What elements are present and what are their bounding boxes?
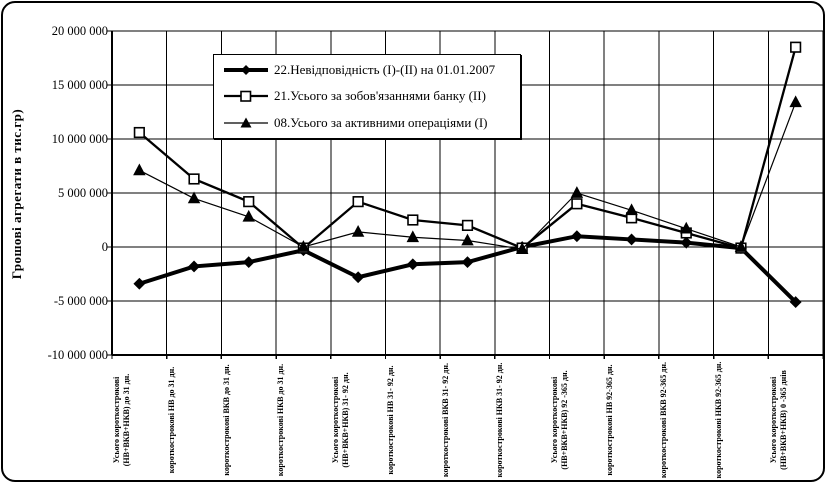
series-marker-08 — [789, 95, 802, 108]
series-marker-22 — [570, 230, 583, 243]
y-tick-label: -5 000 000 — [53, 294, 108, 308]
x-category-label: Усього короткострокові (НВ+ВКВ+НКВ) 31- … — [331, 372, 351, 468]
x-category-label: Усього короткострокові (НВ+ВКВ+НКВ) до 3… — [112, 373, 132, 467]
y-tick-label: 10 000 000 — [51, 132, 108, 146]
series-marker-08 — [570, 186, 584, 198]
x-category-label: короткострокові НВ 31- 92 дн. — [385, 365, 395, 475]
series-marker-22 — [188, 260, 200, 273]
series-line-22 — [138, 234, 798, 304]
series-marker-22 — [133, 277, 146, 290]
legend-entry: 08.Усього за активними операціями (I) — [214, 115, 520, 131]
series-marker-22 — [406, 258, 419, 271]
series-marker-08 — [515, 242, 529, 255]
series-marker-08 — [297, 240, 310, 252]
y-tick-label: -10 000 000 — [47, 348, 108, 362]
y-tick-label: 0 — [101, 240, 108, 254]
series-marker-21 — [243, 196, 255, 208]
series-marker-08 — [625, 203, 638, 216]
legend-entry: 21.Усього за зобов'язаннями банку (II) — [214, 88, 520, 104]
series-marker-21 — [461, 219, 474, 232]
series-marker-22 — [789, 296, 802, 308]
series-marker-22 — [680, 236, 693, 249]
series-marker-21 — [133, 126, 145, 139]
series-marker-08 — [734, 240, 748, 252]
series-marker-21 — [352, 196, 364, 208]
series-marker-08 — [351, 225, 365, 237]
y-tick-label: 15 000 000 — [51, 78, 108, 92]
series-marker-08 — [242, 209, 255, 222]
legend-entry: 22.Невідповідність (I)-(II) на 01.01.200… — [214, 62, 520, 78]
x-category-label: короткострокові ВКВ до 31 дн. — [221, 364, 231, 476]
series-marker-08 — [133, 163, 146, 176]
x-category-label: короткострокові ВКВ 31- 92 дн. — [440, 363, 450, 477]
chart-legend: 22.Невідповідність (I)-(II) на 01.01.200… — [213, 54, 521, 139]
x-category-label: Усього короткострокові (НВ+ВКВ+НКВ) 0 -3… — [768, 370, 789, 470]
x-category-label: короткострокові НКВ 92-365 дн. — [713, 361, 723, 479]
legend-label: 08.Усього за активними операціями (I) — [274, 114, 488, 130]
y-tick-label: 20 000 000 — [51, 24, 108, 38]
series-marker-22 — [352, 271, 365, 284]
x-category-label: короткострокові НКВ 31- 92 дн. — [495, 362, 505, 478]
series-marker-21 — [571, 198, 583, 210]
x-category-label: короткострокові ВКВ 92-365 дн. — [659, 362, 669, 478]
series-marker-08 — [406, 230, 420, 243]
legend-label: 21.Усього за зобов'язаннями банку (II) — [274, 88, 486, 104]
series-marker-22 — [242, 256, 255, 269]
series-marker-08 — [461, 233, 474, 246]
x-category-label: короткострокові НВ до 31 дн. — [167, 366, 177, 474]
series-marker-22 — [625, 233, 638, 246]
x-category-label: короткострокові НКВ до 31 дн. — [276, 363, 286, 477]
x-category-label: Усього короткострокові (НВ+ВКВ+НКВ) 92 -… — [549, 370, 570, 470]
series-marker-21 — [407, 214, 419, 226]
series-marker-22 — [461, 256, 474, 269]
y-tick-label: 5 000 000 — [58, 186, 108, 200]
series-marker-21 — [790, 41, 802, 53]
series-marker-08 — [187, 191, 201, 204]
series-marker-08 — [680, 221, 693, 234]
legend-marker-filled-diamond-icon — [224, 65, 268, 76]
x-category-label: короткострокові НВ 92-365 дн. — [604, 364, 614, 476]
series-marker-21 — [188, 173, 200, 185]
legend-label: 22.Невідповідність (I)-(II) на 01.01.200… — [274, 62, 496, 78]
legend-marker-filled-triangle-icon — [224, 117, 268, 128]
legend-marker-open-square-icon — [224, 91, 268, 103]
